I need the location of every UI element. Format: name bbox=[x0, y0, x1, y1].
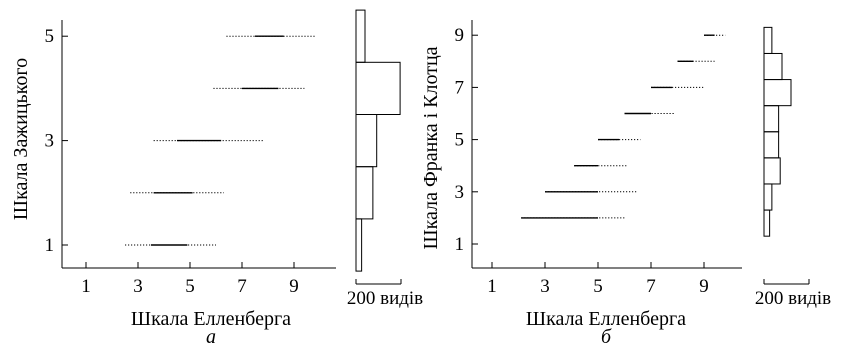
x-axis-label-a: Шкала Елленберга bbox=[131, 308, 291, 330]
y-tick-label: 5 bbox=[455, 130, 465, 151]
range-bars-b bbox=[521, 34, 726, 219]
panel-b: 1 3 5 7 9 1 3 5 7 9 Шкала Елленберга Шкала Франка… bbox=[420, 20, 831, 347]
x-axis-label-b: Шкала Елленберга bbox=[526, 308, 686, 330]
histogram-bar bbox=[763, 79, 792, 107]
histogram-b bbox=[763, 26, 810, 285]
x-tick-label: 5 bbox=[593, 276, 603, 297]
x-tick-label: 9 bbox=[699, 276, 709, 297]
y-tick-label: 9 bbox=[455, 25, 465, 46]
panel-letter-a: а bbox=[206, 326, 216, 347]
y-tick-label: 3 bbox=[45, 131, 55, 152]
histogram-bar bbox=[763, 131, 780, 159]
axes-a: 1 3 5 7 9 1 3 5 bbox=[45, 20, 336, 297]
scale-label-b: 200 видів bbox=[755, 288, 831, 309]
histogram-bar bbox=[355, 61, 401, 115]
histogram-bar bbox=[763, 183, 773, 211]
range-bars-a bbox=[125, 35, 315, 246]
histogram-bar bbox=[763, 209, 771, 237]
axes-b: 1 3 5 7 9 1 3 5 7 9 bbox=[455, 20, 742, 297]
x-tick-label: 3 bbox=[540, 276, 550, 297]
panel-letter-b: б bbox=[601, 326, 612, 347]
histogram-bar bbox=[763, 105, 780, 133]
y-axis-label-a: Шкала Зажицького bbox=[10, 58, 32, 220]
x-tick-label: 5 bbox=[185, 276, 195, 297]
x-tick-label: 1 bbox=[81, 276, 91, 297]
histogram-bar bbox=[355, 114, 378, 168]
histogram-bar bbox=[763, 26, 773, 54]
y-tick-label: 5 bbox=[45, 26, 55, 47]
x-tick-label: 3 bbox=[133, 276, 143, 297]
histogram-bar bbox=[355, 218, 363, 272]
y-tick-label: 7 bbox=[455, 77, 465, 98]
panel-a: 1 3 5 7 9 1 3 5 Шкала Елленберга Шкала Зажицько… bbox=[10, 9, 423, 347]
histogram-bar bbox=[355, 166, 374, 220]
y-tick-label: 1 bbox=[45, 235, 55, 256]
x-tick-label: 7 bbox=[237, 276, 247, 297]
x-tick-label: 7 bbox=[646, 276, 656, 297]
y-axis-label-b: Шкала Франка і Клотца bbox=[420, 46, 442, 249]
y-tick-label: 1 bbox=[455, 234, 465, 255]
scale-label-a: 200 видів bbox=[347, 288, 423, 309]
y-tick-label: 3 bbox=[455, 182, 465, 203]
histogram-a bbox=[355, 9, 402, 285]
x-tick-label: 1 bbox=[487, 276, 497, 297]
histogram-bar bbox=[763, 157, 781, 185]
histogram-bar bbox=[355, 9, 366, 63]
histogram-bar bbox=[763, 52, 783, 81]
x-tick-label: 9 bbox=[289, 276, 299, 297]
